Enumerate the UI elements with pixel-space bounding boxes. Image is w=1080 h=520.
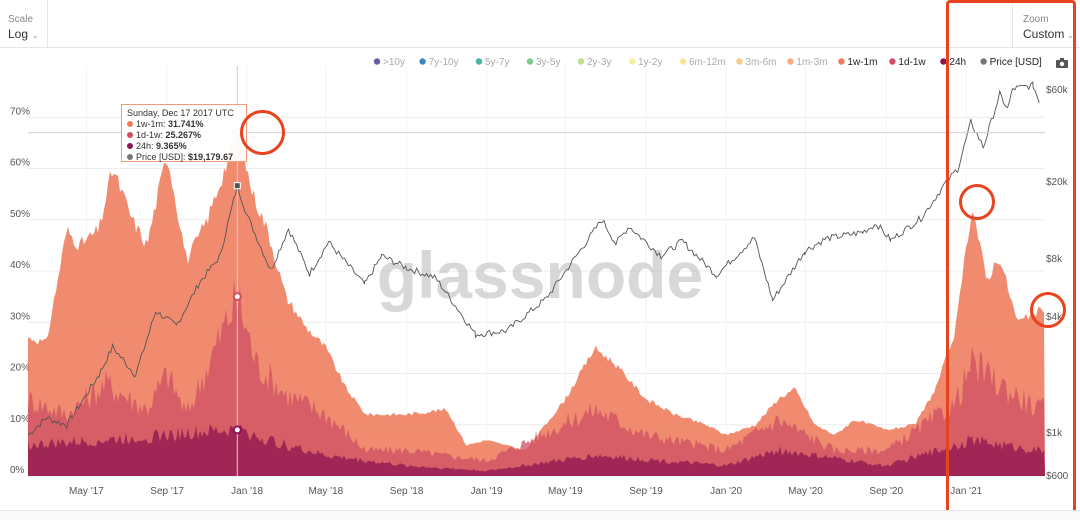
tooltip-label: 1w-1m:: [136, 119, 166, 129]
tooltip-value: 31.741%: [168, 119, 204, 129]
legend-item-label[interactable]: 7y-10y: [429, 57, 459, 68]
legend-item-label[interactable]: Price [USD]: [990, 57, 1042, 68]
navigator-bar[interactable]: [0, 510, 1080, 520]
legend-item-label[interactable]: 3m-6m: [745, 57, 776, 68]
legend-item-label[interactable]: 3y-5y: [536, 57, 560, 68]
legend-marker[interactable]: [628, 58, 636, 65]
y-axis-tick-label: 50%: [10, 209, 30, 220]
legend-item-label[interactable]: 1d-1w: [898, 57, 926, 68]
y-axis-tick-label: 60%: [10, 158, 30, 169]
scale-caption: Scale: [8, 14, 34, 25]
legend-marker[interactable]: [679, 58, 687, 65]
x-axis-tick-label: May '18: [309, 486, 344, 497]
area-series-24h: [28, 424, 1045, 476]
chevron-down-icon: ⌄: [1067, 31, 1074, 40]
x-axis-tick-label: Jan '21: [950, 486, 982, 497]
tooltip-row: Price [USD]: $19,179.67: [127, 152, 241, 163]
legend-item-label[interactable]: >10y: [383, 57, 405, 68]
tooltip-label: 24h:: [136, 141, 154, 151]
legend-marker[interactable]: [940, 58, 947, 65]
hover-marker-price: [233, 182, 241, 190]
legend-marker[interactable]: [475, 58, 483, 65]
area-series-1d-1w: [28, 278, 1045, 476]
y-right-axis-tick-label: $60k: [1046, 85, 1069, 96]
legend-item-label[interactable]: 1w-1m: [847, 57, 877, 68]
legend-marker[interactable]: [419, 58, 426, 65]
controls-bar: Scale Log ⌄ Zoom Custom ⌄: [0, 0, 1080, 48]
y-right-axis-tick-label: $20k: [1046, 177, 1069, 188]
hover-marker: [232, 292, 242, 302]
y-right-axis-tick-label: $8k: [1046, 254, 1063, 265]
tooltip-row: 24h: 9.365%: [127, 141, 241, 152]
tooltip-date: Sunday, Dec 17 2017 UTC: [127, 108, 234, 118]
legend-marker[interactable]: [838, 58, 845, 65]
x-axis-tick-label: Jan '18: [231, 486, 263, 497]
chart-tooltip: Sunday, Dec 17 2017 UTC 1w-1m: 31.741% 1…: [121, 104, 247, 162]
legend-marker[interactable]: [787, 58, 794, 65]
tooltip-value: 9.365%: [156, 141, 187, 151]
y-axis-tick-label: 30%: [10, 311, 30, 322]
x-axis-tick-label: Sep '20: [869, 486, 903, 497]
y-right-axis-tick-label: $4k: [1046, 312, 1063, 323]
legend-item-label[interactable]: 6m-12m: [689, 57, 726, 68]
zoom-dropdown[interactable]: Zoom Custom ⌄: [1012, 0, 1080, 48]
legend-item-label[interactable]: 2y-3y: [587, 57, 611, 68]
series-dot-icon: [127, 154, 133, 160]
zoom-value: Custom: [1023, 27, 1065, 41]
legend-marker[interactable]: [373, 58, 381, 65]
y-axis-tick-label: 40%: [10, 260, 30, 271]
x-axis-tick-label: Jan '20: [710, 486, 742, 497]
x-axis-tick-label: Sep '19: [629, 486, 663, 497]
y-right-axis-tick-label: $600: [1046, 471, 1069, 482]
legend-marker[interactable]: [980, 58, 987, 65]
legend-item-label[interactable]: 1y-2y: [638, 57, 662, 68]
area-series-1w-1m: [28, 133, 1045, 477]
tooltip-row: 1w-1m: 31.741%: [127, 119, 241, 130]
series-dot-icon: [127, 121, 133, 127]
legend-marker[interactable]: [577, 58, 585, 65]
legend-marker[interactable]: [526, 58, 534, 65]
x-axis-tick-label: Jan '19: [471, 486, 503, 497]
y-axis-tick-label: 20%: [10, 363, 30, 374]
y-axis-tick-label: 10%: [10, 414, 30, 425]
tooltip-row: 1d-1w: 25.267%: [127, 130, 241, 141]
legend-item-label[interactable]: 5y-7y: [485, 57, 509, 68]
tooltip-value: 25.267%: [165, 130, 202, 140]
tooltip-label: Price [USD]:: [136, 152, 186, 162]
y-axis-tick-label: 0%: [10, 465, 25, 476]
tooltip-label: 1d-1w:: [136, 130, 164, 140]
price-line: [27, 81, 1040, 436]
y-axis-tick-label: 70%: [10, 106, 30, 117]
camera-icon[interactable]: [1056, 58, 1068, 68]
hover-marker: [232, 425, 242, 435]
tooltip-value: $19,179.67: [188, 152, 234, 162]
scale-value: Log: [8, 27, 29, 41]
legend-marker[interactable]: [736, 58, 743, 65]
legend-item-label[interactable]: 24h: [949, 57, 966, 68]
x-axis-tick-label: May '17: [69, 486, 104, 497]
legend-item-label[interactable]: 1m-3m: [796, 57, 827, 68]
chevron-down-icon: ⌄: [32, 31, 39, 40]
scale-dropdown[interactable]: Scale Log ⌄: [0, 0, 48, 48]
x-axis-tick-label: May '19: [548, 486, 583, 497]
x-axis-tick-label: Sep '18: [390, 486, 424, 497]
x-axis-tick-label: Sep '17: [150, 486, 184, 497]
y-right-axis-tick-label: $1k: [1046, 428, 1063, 439]
series-dot-icon: [127, 132, 133, 138]
legend-marker[interactable]: [889, 58, 896, 65]
x-axis-tick-label: May '20: [788, 486, 823, 497]
zoom-caption: Zoom: [1023, 14, 1049, 25]
series-dot-icon: [127, 143, 133, 149]
